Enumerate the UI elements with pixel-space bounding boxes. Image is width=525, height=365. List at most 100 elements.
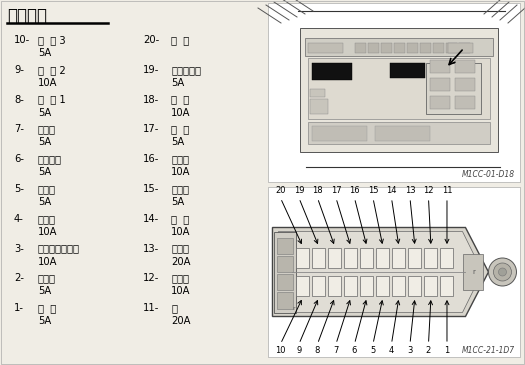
Bar (278, 238, 293, 254)
Text: 5A: 5A (38, 137, 51, 147)
Text: 10-: 10- (14, 35, 30, 45)
Text: 3: 3 (407, 346, 413, 355)
Text: 空调机: 空调机 (38, 124, 56, 134)
Bar (375, 126, 430, 141)
Bar (455, 60, 475, 73)
Bar (440, 248, 454, 268)
Text: 8-: 8- (14, 95, 24, 105)
Text: 选  购 2: 选 购 2 (38, 65, 66, 75)
Text: 17-: 17- (143, 124, 160, 134)
Text: r: r (472, 269, 475, 275)
Text: 刮水器: 刮水器 (171, 273, 189, 283)
Text: 5A: 5A (171, 197, 184, 207)
Bar (361, 248, 373, 268)
Text: 10: 10 (275, 346, 286, 355)
Text: 控制器: 控制器 (38, 273, 56, 283)
Circle shape (488, 258, 517, 286)
Bar (368, 43, 379, 53)
Text: 14-: 14- (143, 214, 159, 224)
Text: 10A: 10A (171, 227, 191, 237)
Text: 7-: 7- (14, 124, 24, 134)
Bar (275, 231, 297, 312)
Text: 15: 15 (368, 186, 378, 195)
Text: 开关盒: 开关盒 (38, 184, 56, 194)
Text: 20-: 20- (143, 35, 159, 45)
Text: 5: 5 (370, 346, 375, 355)
Text: 1-: 1- (14, 303, 24, 313)
Text: 2-: 2- (14, 273, 24, 283)
Text: 8: 8 (315, 346, 320, 355)
Bar (297, 276, 309, 296)
Bar (446, 43, 457, 53)
Text: 9-: 9- (14, 65, 24, 75)
Text: 6: 6 (352, 346, 357, 355)
Text: 20A: 20A (171, 316, 191, 326)
Text: 喇  叭: 喇 叭 (171, 214, 189, 224)
Text: 3-: 3- (14, 243, 24, 254)
Text: 10A: 10A (171, 287, 191, 296)
Circle shape (494, 263, 511, 281)
Text: 5A: 5A (171, 137, 184, 147)
Bar (376, 276, 390, 296)
Bar (394, 43, 405, 53)
Bar (308, 58, 490, 119)
Text: 19-: 19- (143, 65, 160, 75)
Text: 灯: 灯 (171, 303, 177, 313)
Bar (408, 276, 422, 296)
Bar (393, 248, 405, 268)
Text: M1CC-01-D18: M1CC-01-D18 (462, 170, 515, 179)
Text: 室  灯: 室 灯 (171, 124, 189, 134)
Text: 12-: 12- (143, 273, 160, 283)
Bar (312, 248, 326, 268)
Text: 20A: 20A (171, 257, 191, 266)
Polygon shape (390, 63, 425, 78)
Bar (329, 276, 341, 296)
Bar (455, 78, 475, 91)
Bar (407, 43, 418, 53)
Bar (408, 248, 422, 268)
Text: 5A: 5A (171, 78, 184, 88)
Bar (300, 28, 498, 152)
Bar (278, 274, 293, 290)
Text: 备  用: 备 用 (171, 35, 189, 45)
Bar (464, 254, 484, 290)
Text: 5-: 5- (14, 184, 24, 194)
Circle shape (498, 268, 507, 276)
Bar (344, 276, 358, 296)
Text: 14: 14 (386, 186, 397, 195)
Text: 17: 17 (331, 186, 341, 195)
Bar (420, 43, 431, 53)
Text: 收音机: 收音机 (171, 184, 189, 194)
Text: 电磁阀: 电磁阀 (38, 214, 56, 224)
Bar (268, 3, 520, 182)
Bar (433, 43, 444, 53)
Text: 2: 2 (426, 346, 431, 355)
Bar (376, 248, 390, 268)
Text: 13: 13 (405, 186, 415, 195)
Text: r: r (292, 307, 295, 311)
Text: 13-: 13- (143, 243, 159, 254)
Text: 保险丝盒: 保险丝盒 (7, 7, 47, 25)
Bar (312, 276, 326, 296)
Text: 发动机控制马达: 发动机控制马达 (38, 243, 80, 254)
Text: 点烟器: 点烟器 (171, 154, 189, 164)
Text: 1: 1 (444, 346, 449, 355)
Text: 10A: 10A (38, 78, 58, 88)
Bar (308, 43, 343, 53)
Text: 15-: 15- (143, 184, 160, 194)
Bar (329, 248, 341, 268)
Bar (278, 256, 293, 272)
Bar (440, 276, 454, 296)
Bar (381, 43, 392, 53)
Bar (361, 276, 373, 296)
Text: 20: 20 (275, 186, 286, 195)
Text: 18-: 18- (143, 95, 159, 105)
Text: 7: 7 (333, 346, 339, 355)
Polygon shape (312, 63, 352, 80)
Text: 16-: 16- (143, 154, 160, 164)
Text: 5A: 5A (38, 287, 51, 296)
Text: 10A: 10A (171, 108, 191, 118)
Bar (308, 122, 490, 144)
Bar (312, 126, 367, 141)
Text: 12: 12 (423, 186, 434, 195)
